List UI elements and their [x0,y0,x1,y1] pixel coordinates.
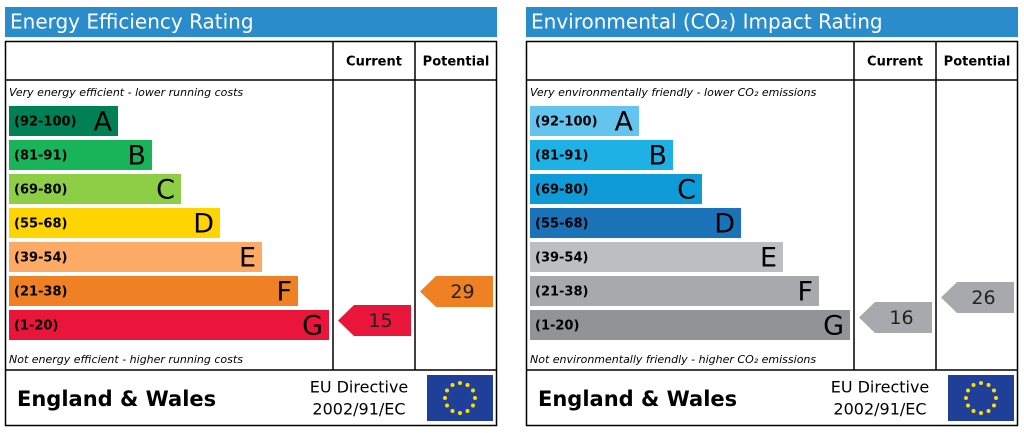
rating-band [9,140,152,170]
band-letter: G [823,311,844,342]
bottom-note: Not energy efficient - higher running co… [9,353,243,366]
band-range: (81-91) [14,149,67,164]
band-range: (92-100) [535,115,598,130]
rating-band [530,174,702,204]
band-letter: A [615,107,634,138]
flag-star [470,388,475,393]
top-note: Very environmentally friendly - lower CO… [530,86,817,99]
flag-star [979,411,983,415]
band-letter: C [156,175,175,206]
column-header: Potential [944,55,1011,70]
frame [4,40,498,427]
flag-star [971,383,976,388]
flag-star [964,396,968,400]
bottom-note: Not environmentally friendly - higher CO… [530,353,816,366]
rating-band [530,140,673,170]
rating-band [9,174,181,204]
flag-star [986,383,991,388]
flag-star [458,411,462,415]
flag-star [991,388,996,393]
flag-star [470,403,475,408]
band-letter: E [760,243,777,274]
directive: EU Directive [310,378,409,397]
band-range: (21-38) [535,285,588,300]
region: England & Wales [538,387,737,411]
band-letter: F [276,277,292,308]
title-bar [526,7,1018,37]
flag-star [991,403,996,408]
rating-band [9,242,262,272]
flag-star [966,403,971,408]
band-letter: G [302,311,323,342]
rating-band [9,276,298,306]
band-letter: B [648,141,667,172]
rating-band [530,208,741,238]
current-arrow [338,305,411,336]
current-rating: 16 [889,307,913,329]
potential-arrow [420,276,493,307]
column-header: Potential [423,55,490,70]
rating-panel: Energy Efficiency Rating Current Potential… [4,7,498,427]
flag-star [994,396,998,400]
title-bar [5,7,497,37]
region: England & Wales [17,387,216,411]
rating-band [530,242,783,272]
flag-star [473,396,477,400]
band-range: (81-91) [535,149,588,164]
frame [525,40,1019,427]
panel-title: Energy Efficiency Rating [10,10,254,34]
flag-star [445,388,450,393]
band-letter: E [239,243,256,274]
flag-star [971,408,976,413]
rating-band [530,276,819,306]
flag-star [458,381,462,385]
rating-band [530,106,639,136]
column-header: Current [346,55,402,70]
band-range: (1-20) [14,319,58,334]
potential-arrow [941,282,1014,313]
top-note: Very energy efficient - lower running co… [9,86,243,99]
band-range: (39-54) [14,251,67,266]
band-range: (1-20) [535,319,579,334]
current-rating: 15 [368,310,392,332]
band-range: (21-38) [14,285,67,300]
band-letter: F [797,277,813,308]
flag-star [465,408,470,413]
band-range: (92-100) [14,115,77,130]
directive: EU Directive [831,378,930,397]
band-letter: C [677,175,696,206]
rating-band [9,310,329,340]
flag-star [450,408,455,413]
potential-rating: 29 [450,281,474,303]
rating-band [530,310,850,340]
band-range: (39-54) [535,251,588,266]
flag-star [465,383,470,388]
potential-rating: 26 [971,287,995,309]
flag-star [443,396,447,400]
current-arrow [859,302,932,333]
band-range: (55-68) [14,217,67,232]
rating-band [9,106,118,136]
directive: 2002/91/EC [312,400,405,419]
flag-star [979,381,983,385]
band-letter: D [714,209,735,240]
flag-star [986,408,991,413]
band-range: (69-80) [14,183,67,198]
column-header: Current [867,55,923,70]
flag-star [966,388,971,393]
band-letter: A [94,107,113,138]
rating-band [9,208,220,238]
rating-panel: Environmental (CO₂) Impact Rating Current… [525,7,1019,427]
flag-star [445,403,450,408]
band-range: (55-68) [535,217,588,232]
band-range: (69-80) [535,183,588,198]
directive: 2002/91/EC [833,400,926,419]
panel-title: Environmental (CO₂) Impact Rating [531,10,883,34]
band-letter: B [127,141,146,172]
flag-star [450,383,455,388]
band-letter: D [193,209,214,240]
